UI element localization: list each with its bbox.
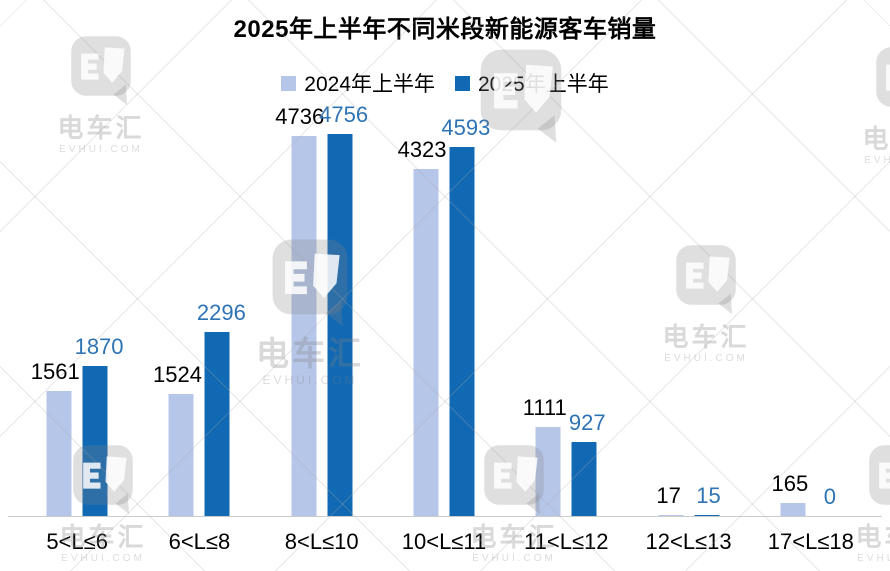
bar-2025: 4756 (319, 104, 368, 516)
value-label-2024: 1561 (30, 358, 80, 384)
category-label: 12<L≤13 (645, 529, 732, 554)
bar-group: 1524 2296 (138, 0, 260, 516)
category-label: 6<L≤8 (168, 529, 231, 554)
bar-group: 1561 1870 (16, 0, 138, 516)
value-label-2025: 4593 (441, 115, 491, 141)
legend-label-2024: 2024年上半年 (304, 73, 435, 96)
x-axis-line (8, 516, 882, 517)
category-label: 10<L≤11 (401, 529, 487, 554)
chart-title: 2025年上半年不同米段新能源客车销量 (233, 16, 657, 43)
legend-swatch-2024 (281, 75, 297, 91)
value-label-2025: 15 (696, 482, 721, 508)
value-label-2025: 4756 (319, 102, 369, 127)
value-label-2025: 0 (823, 484, 836, 509)
value-label-2025: 2296 (196, 299, 246, 325)
value-label-2024: 165 (771, 470, 809, 496)
legend-item-2024: 2024年上半年 (281, 68, 435, 98)
bar-group: 4323 4593 (383, 0, 505, 516)
bar-2025: 1870 (75, 335, 124, 516)
bar-2024: 1111 (523, 396, 567, 516)
value-label-2024: 1524 (153, 361, 202, 387)
bar-2025: 927 (569, 411, 606, 516)
value-label-2025: 927 (568, 409, 606, 435)
bar-2024: 4323 (398, 138, 447, 516)
bar-2025: 2296 (197, 301, 246, 516)
value-label-2024: 4323 (397, 136, 447, 162)
bar-2024: 1524 (153, 363, 202, 516)
legend-swatch-2025 (455, 75, 470, 91)
bar-2024: 165 (772, 472, 808, 516)
bar-2024: 1561 (31, 360, 80, 516)
value-label-2024: 4736 (275, 103, 325, 129)
category-label: 8<L≤10 (284, 529, 359, 554)
bar-2024: 17 (656, 484, 684, 516)
bar-group: 4736 4756 (261, 0, 383, 516)
bar-2024: 4736 (275, 105, 324, 516)
bar-group: 165 0 (750, 0, 872, 516)
bar-group: 1111 927 (505, 0, 627, 516)
category-label: 11<L≤12 (524, 529, 609, 554)
bar-2025: 4593 (441, 117, 490, 516)
value-label-2024: 1111 (522, 394, 567, 420)
bar-2025: 15 (694, 484, 721, 516)
value-label-2025: 1870 (74, 333, 124, 359)
category-label: 5<L≤6 (46, 529, 108, 554)
bar-group: 17 15 (627, 0, 749, 516)
value-label-2024: 17 (656, 482, 681, 508)
category-label: 17<L≤18 (767, 529, 854, 554)
